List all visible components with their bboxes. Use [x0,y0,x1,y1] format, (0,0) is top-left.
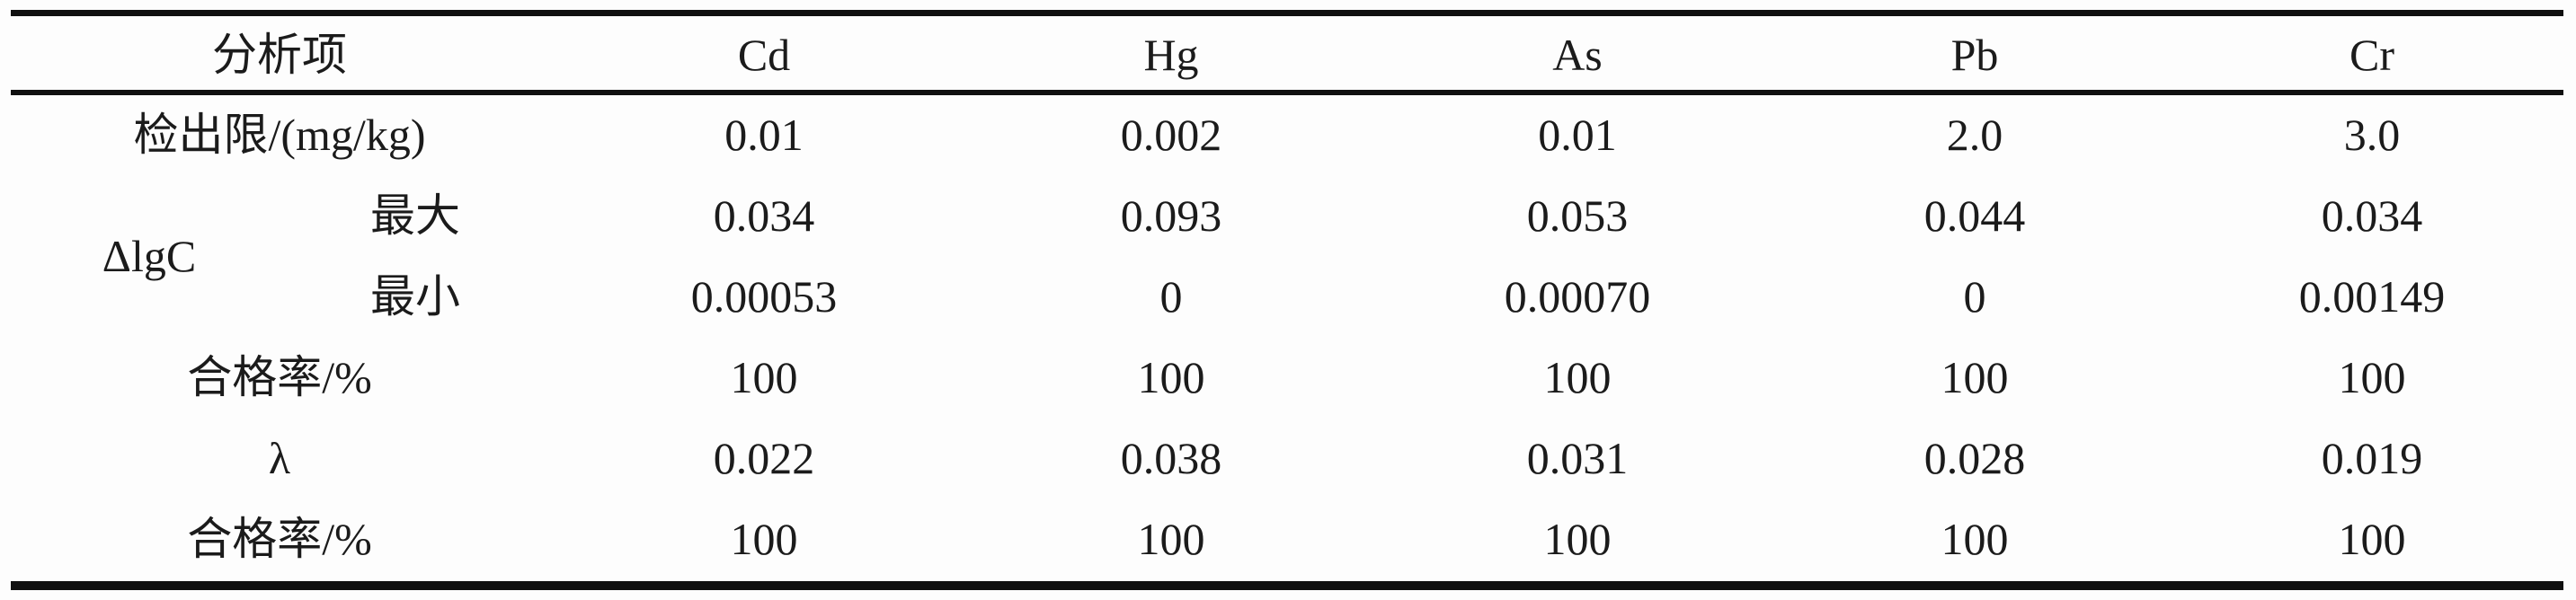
table-cell: 0.01 [1538,110,1617,160]
table-cell: 0.002 [1120,110,1222,160]
table-header-rule [11,90,2563,95]
table-cell: 100 [2338,514,2406,564]
table-cell: 0.00053 [690,271,838,322]
table-cell: 0 [1159,271,1183,322]
header-cell-as: As [1552,30,1603,80]
table-cell: 0.019 [2321,433,2423,483]
table-cell: 0.028 [1923,433,2026,483]
table-cell: 0.034 [713,190,815,241]
header-cell-cr: Cr [2349,30,2394,80]
table-cell: 3.0 [2343,110,2401,160]
table-bottom-rule [11,581,2563,590]
table-cell: 100 [2338,352,2406,402]
header-cell-pb: Pb [1950,30,1999,80]
table-cell: 0.034 [2321,190,2423,241]
table-cell: 100 [1543,514,1612,564]
table-cell: 100 [730,514,798,564]
table-cell: 0.01 [724,110,804,160]
table-cell: 100 [730,352,798,402]
delta-lgc-max-label: 最大 [370,190,460,241]
table-cell: 100 [1941,352,2009,402]
row-group-delta-lgc: ΔlgC 最大 最小 [0,175,559,337]
row-label-detection-limit: 检出限/(mg/kg) [133,110,426,160]
table-cell: 0.00149 [2298,271,2446,322]
table-cell: 0.022 [713,433,815,483]
table-cell: 100 [1137,514,1205,564]
row-label-pass-rate-2: 合格率/% [187,514,372,564]
header-cell-hg: Hg [1143,30,1199,80]
table-top-rule [11,10,2563,16]
table-cell: 0.031 [1526,433,1629,483]
table-cell: 0.00070 [1504,271,1651,322]
table-cell: 100 [1941,514,2009,564]
table-cell: 0.038 [1120,433,1222,483]
header-cell-cd: Cd [737,30,791,80]
table-cell: 0.053 [1526,190,1629,241]
table-cell: 2.0 [1946,110,2003,160]
delta-lgc-group-label: ΔlgC [102,231,197,281]
header-cell-item: 分析项 [212,30,347,80]
table-cell: 0 [1963,271,1986,322]
row-label-lambda: λ [268,433,291,483]
table-cell: 100 [1543,352,1612,402]
delta-lgc-min-label: 最小 [370,271,460,322]
table-cell: 100 [1137,352,1205,402]
analysis-table: 分析项 Cd Hg As Pb Cr 检出限/(mg/kg) 0.01 0.00… [0,15,2576,579]
table-cell: 0.044 [1923,190,2026,241]
table-cell: 0.093 [1120,190,1222,241]
row-label-pass-rate-1: 合格率/% [187,352,372,402]
